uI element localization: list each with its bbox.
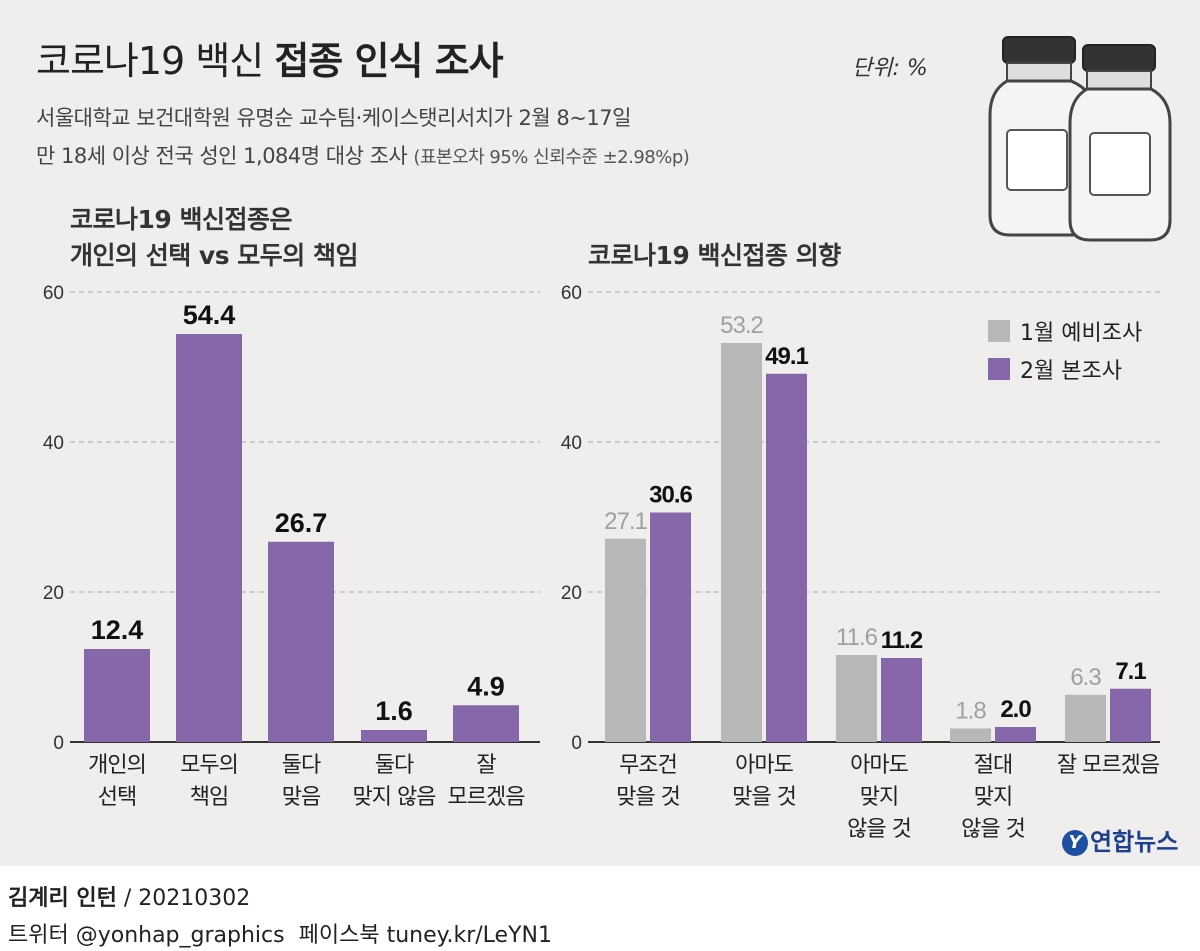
chart2-data-label: 49.1 [765, 343, 808, 370]
chart1-title-line2: 개인의 선택 vs 모두의 책임 [70, 241, 359, 270]
chart1-bar [453, 705, 519, 742]
subtitle-line2: 만 18세 이상 전국 성인 1,084명 대상 조사 (표본오차 95% 신뢰… [36, 140, 690, 170]
chart2-xtick-label: 잘 모르겠음 [1057, 753, 1160, 778]
chart2-data-label: 2.0 [1000, 696, 1031, 723]
footer-date: / 20210302 [116, 886, 251, 911]
chart2-ytick-label: 20 [561, 583, 582, 604]
legend-swatch-jan [988, 320, 1010, 342]
chart2-data-label: 11.6 [836, 624, 878, 651]
logo-mark-icon: Y [1062, 830, 1088, 856]
chart2-bar-feb [1110, 688, 1151, 742]
chart1-ytick-label: 60 [43, 283, 64, 304]
vial-front-icon [1068, 44, 1172, 242]
subtitle-line2-main: 만 18세 이상 전국 성인 1,084명 대상 조사 [36, 144, 408, 168]
chart1-data-label: 1.6 [375, 696, 413, 726]
chart2-xtick-label: 맞지 [974, 785, 1012, 810]
chart2-data-label: 7.1 [1115, 658, 1146, 685]
chart1-xtick-label: 모르겠음 [448, 785, 526, 810]
chart1-xtick-label: 잘 [476, 753, 496, 778]
chart2-xtick-label: 아마도 [850, 753, 908, 778]
vaccine-vials-illustration [988, 36, 1172, 242]
legend-swatch-feb [988, 358, 1010, 380]
footer [0, 866, 1200, 951]
unit-label: 단위: % [852, 56, 928, 81]
chart1-bar [84, 649, 150, 742]
logo-text: 연합뉴스 [1090, 828, 1179, 856]
chart2-data-label: 1.8 [955, 698, 986, 725]
chart2-bar-feb [766, 373, 807, 742]
chart2-xtick-label: 맞을 것 [616, 785, 680, 810]
chart1-data-label: 4.9 [467, 671, 505, 701]
chart1-data-label: 26.7 [275, 508, 328, 538]
chart1-ytick-label: 0 [53, 733, 64, 754]
chart1-bar [361, 730, 427, 742]
chart1-ytick-label: 40 [43, 433, 64, 454]
chart2-xtick-label: 않을 것 [847, 817, 911, 842]
chart1-xtick-label: 책임 [190, 785, 228, 810]
chart2-data-label: 30.6 [649, 482, 692, 509]
chart2-bar-jan [950, 728, 991, 742]
chart1-xtick-label: 모두의 [180, 753, 238, 778]
chart1-bar [268, 541, 334, 742]
subtitle-line2-note: (표본오차 95% 신뢰수준 ±2.98%p) [413, 147, 690, 168]
chart2-xtick-label: 맞지 [860, 785, 898, 810]
title-part2: 접종 인식 조사 [274, 39, 503, 83]
chart1-xtick-label: 맞음 [282, 785, 321, 810]
footer-credit: 김계리 인턴 / 20210302 [8, 880, 250, 912]
footer-facebook: 페이스북 tuney.kr/LeYN1 [298, 923, 552, 948]
chart2-xtick-label: 아마도 [735, 753, 793, 778]
title-part1: 코로나19 백신 [36, 39, 264, 83]
chart1-bar [176, 334, 242, 742]
chart2-data-label: 6.3 [1070, 664, 1101, 691]
footer-author: 김계리 인턴 [8, 886, 117, 911]
chart1-xtick-label: 둘다 [282, 753, 321, 778]
chart2-bar-feb [650, 512, 691, 742]
chart2-ytick-label: 40 [561, 433, 582, 454]
chart2-data-label: 27.1 [604, 508, 647, 535]
subtitle-line1: 서울대학교 보건대학원 유명순 교수팀·케이스탯리서치가 2월 8~17일 [36, 106, 631, 130]
chart2-xtick-label: 절대 [974, 753, 1012, 778]
footer-twitter: 트위터 @yonhap_graphics [8, 923, 285, 948]
chart1-data-label: 12.4 [91, 615, 144, 645]
chart2-xtick-label: 않을 것 [961, 817, 1025, 842]
chart2-ytick-label: 0 [571, 733, 582, 754]
chart1-title-line1: 코로나19 백신접종은 [70, 205, 293, 234]
chart1-ytick-label: 20 [43, 583, 64, 604]
chart2-bar-jan [836, 655, 877, 742]
chart1-xtick-label: 둘다 [375, 753, 414, 778]
chart2-title: 코로나19 백신접종 의향 [588, 241, 841, 270]
chart2-bar-feb [881, 658, 922, 742]
chart2-bar-feb [995, 727, 1036, 742]
chart2-ytick-label: 60 [561, 283, 582, 304]
chart2-bar-jan [605, 538, 646, 742]
yonhap-logo: Y 연합뉴스 [1062, 822, 1178, 857]
chart2-bar-jan [1065, 694, 1106, 742]
chart2-bar-jan [721, 343, 762, 742]
chart2-xtick-label: 무조건 [619, 753, 677, 778]
chart1-data-label: 54.4 [183, 300, 236, 330]
chart2-data-label: 11.2 [881, 627, 923, 654]
legend-label: 2월 본조사 [1020, 359, 1122, 384]
chart1-xtick-label: 맞지 않음 [353, 785, 437, 810]
chart2-xtick-label: 맞을 것 [732, 785, 796, 810]
chart2-data-label: 53.2 [720, 312, 763, 339]
footer-social: 트위터 @yonhap_graphics 페이스북 tuney.kr/LeYN1 [8, 917, 552, 949]
page-title: 코로나19 백신 접종 인식 조사 [36, 30, 504, 85]
chart1-xtick-label: 개인의 [88, 753, 146, 778]
legend-label: 1월 예비조사 [1020, 321, 1142, 346]
chart1-xtick-label: 선택 [98, 785, 136, 810]
